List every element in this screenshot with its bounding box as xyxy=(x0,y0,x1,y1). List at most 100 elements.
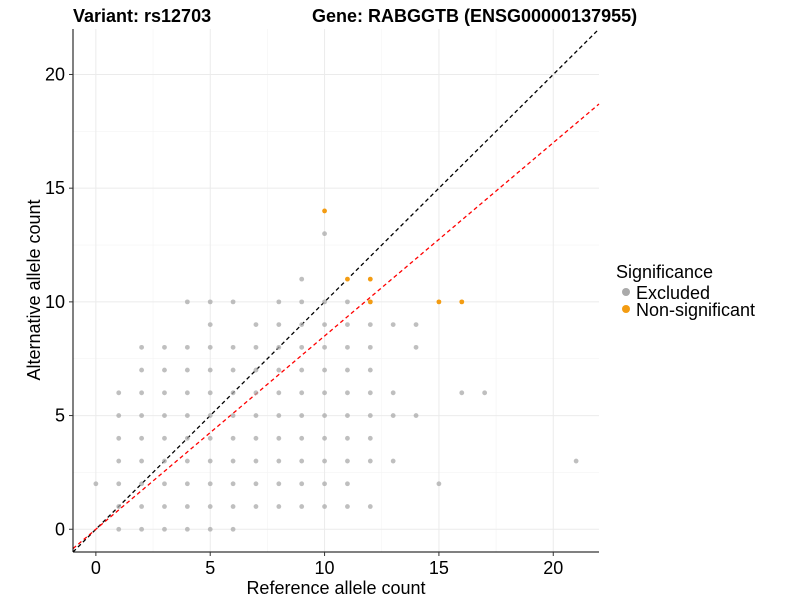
legend-title: Significance xyxy=(616,262,713,282)
point-excluded xyxy=(139,390,145,396)
point-excluded xyxy=(207,322,213,328)
point-excluded xyxy=(345,435,350,441)
point-excluded xyxy=(367,390,373,396)
point-non-significant xyxy=(367,299,373,305)
point-excluded xyxy=(162,344,167,350)
point-excluded xyxy=(322,435,327,441)
point-excluded xyxy=(390,458,396,464)
point-excluded xyxy=(207,413,213,418)
point-excluded xyxy=(322,231,327,237)
identity-reference-line xyxy=(72,28,600,553)
point-non-significant xyxy=(436,299,442,305)
point-excluded xyxy=(367,458,373,464)
point-excluded xyxy=(436,481,442,487)
point-excluded xyxy=(253,481,259,487)
point-excluded xyxy=(276,458,282,464)
axes xyxy=(72,29,599,553)
y-tick-label: 15 xyxy=(45,178,65,198)
point-excluded xyxy=(207,299,213,305)
point-excluded xyxy=(299,504,305,509)
point-excluded xyxy=(482,390,488,396)
point-excluded xyxy=(299,390,305,396)
point-excluded xyxy=(230,299,236,305)
point-excluded xyxy=(184,481,190,487)
point-excluded xyxy=(413,322,419,328)
x-tick-label: 0 xyxy=(91,558,101,578)
point-excluded xyxy=(207,526,213,532)
point-excluded xyxy=(253,435,259,441)
point-excluded xyxy=(116,504,122,509)
expected-ratio-reference-line xyxy=(72,103,600,550)
point-excluded xyxy=(184,458,190,464)
point-excluded xyxy=(253,458,259,464)
point-excluded xyxy=(367,413,373,418)
point-excluded xyxy=(276,390,282,396)
tick-labels: 0 5 10 15 20 0 5 10 15 20 xyxy=(45,64,563,578)
point-excluded xyxy=(230,481,236,487)
point-excluded xyxy=(299,481,305,487)
point-excluded xyxy=(367,322,373,328)
point-excluded xyxy=(230,504,236,509)
point-excluded xyxy=(322,344,327,350)
point-excluded xyxy=(390,413,396,418)
point-excluded xyxy=(367,435,373,441)
point-excluded xyxy=(253,322,259,328)
point-excluded xyxy=(139,504,145,509)
point-excluded xyxy=(184,367,190,373)
point-excluded xyxy=(253,504,259,509)
point-excluded xyxy=(116,481,122,487)
point-excluded xyxy=(299,322,305,328)
point-excluded xyxy=(116,435,122,441)
point-excluded xyxy=(322,504,327,509)
point-excluded xyxy=(207,390,213,396)
point-excluded xyxy=(299,367,305,373)
point-excluded xyxy=(276,299,282,305)
point-excluded xyxy=(413,344,419,350)
point-excluded xyxy=(573,458,579,464)
point-excluded xyxy=(345,390,350,396)
data-points xyxy=(93,208,579,532)
point-excluded xyxy=(322,322,327,328)
legend: Significance Excluded Non-significant xyxy=(616,262,755,320)
point-excluded xyxy=(276,435,282,441)
point-excluded xyxy=(322,413,327,418)
point-excluded xyxy=(139,481,145,487)
point-non-significant xyxy=(345,276,350,282)
point-excluded xyxy=(345,299,350,305)
point-excluded xyxy=(299,413,305,418)
y-tick-label: 5 xyxy=(55,406,65,426)
point-excluded xyxy=(162,458,167,464)
point-excluded xyxy=(139,435,145,441)
point-excluded xyxy=(116,390,122,396)
point-excluded xyxy=(139,458,145,464)
point-excluded xyxy=(322,458,327,464)
point-excluded xyxy=(276,344,282,350)
x-tick-label: 15 xyxy=(429,558,449,578)
point-excluded xyxy=(207,435,213,441)
point-excluded xyxy=(139,526,145,532)
point-excluded xyxy=(139,367,145,373)
point-non-significant xyxy=(322,208,327,214)
point-excluded xyxy=(345,413,350,418)
chart-title-gene: Gene: RABGGTB (ENSG00000137955) xyxy=(312,6,637,26)
point-excluded xyxy=(116,458,122,464)
point-excluded xyxy=(253,344,259,350)
point-excluded xyxy=(139,344,145,350)
point-excluded xyxy=(207,458,213,464)
legend-marker-non-significant xyxy=(622,305,630,313)
point-excluded xyxy=(299,458,305,464)
point-excluded xyxy=(345,344,350,350)
point-excluded xyxy=(345,481,350,487)
legend-marker-excluded xyxy=(622,288,630,296)
point-excluded xyxy=(184,526,190,532)
point-excluded xyxy=(207,344,213,350)
point-excluded xyxy=(276,504,282,509)
reference-lines xyxy=(72,28,600,553)
point-excluded xyxy=(184,344,190,350)
y-axis-title: Alternative allele count xyxy=(24,199,44,380)
point-excluded xyxy=(139,413,145,418)
x-axis-title: Reference allele count xyxy=(246,578,425,598)
point-excluded xyxy=(390,390,396,396)
point-excluded xyxy=(116,526,122,532)
